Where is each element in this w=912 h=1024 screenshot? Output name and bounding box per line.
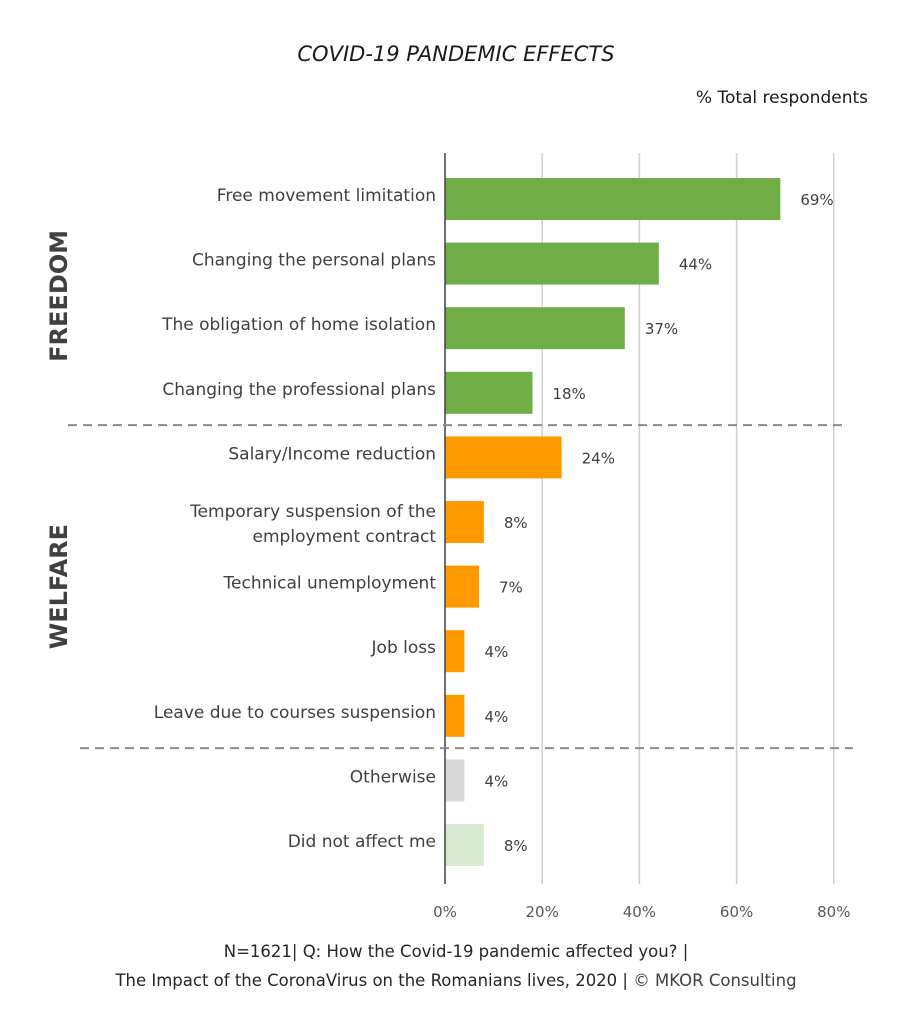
- category-label: Job loss: [371, 638, 437, 658]
- category-label: Changing the professional plans: [162, 380, 436, 400]
- data-label: 37%: [645, 320, 678, 338]
- data-label: 4%: [484, 708, 508, 726]
- footer-source: The Impact of the CoronaVirus on the Rom…: [0, 971, 912, 990]
- x-tick-label: 0%: [433, 903, 457, 921]
- bar: [445, 694, 465, 737]
- data-label: 69%: [800, 191, 833, 209]
- x-tick-label: 60%: [720, 903, 753, 921]
- category-label: Free movement limitation: [217, 186, 436, 206]
- data-label: 8%: [504, 514, 528, 532]
- bar: [445, 242, 659, 285]
- category-label: Did not affect me: [288, 832, 436, 852]
- footer-question: N=1621| Q: How the Covid-19 pandemic aff…: [223, 942, 689, 961]
- category-label: The obligation of home isolation: [161, 315, 436, 335]
- data-label: 8%: [504, 837, 528, 855]
- bar-chart: 0% 20% 40% 60% 80% Free movement limitation 69…: [45, 153, 853, 921]
- x-tick-label: 40%: [623, 903, 656, 921]
- bar: [445, 824, 484, 866]
- data-label: 4%: [484, 643, 508, 661]
- footer-copyright: © MKOR Consulting: [633, 971, 797, 990]
- category-label: Temporary suspension of the employment co…: [189, 502, 436, 547]
- unit-label: % Total respondents: [695, 88, 868, 108]
- data-label: 4%: [484, 772, 508, 790]
- bar: [445, 371, 533, 414]
- bar: [445, 436, 562, 479]
- category-label: Changing the personal plans: [192, 251, 436, 271]
- data-label: 18%: [552, 385, 585, 403]
- data-label: 7%: [499, 579, 523, 597]
- bar: [445, 307, 625, 350]
- bar: [445, 501, 484, 543]
- x-tick-label: 20%: [526, 903, 559, 921]
- chart-title: COVID-19 PANDEMIC EFFECTS: [297, 42, 615, 66]
- bar: [445, 178, 781, 220]
- bar: [445, 565, 480, 608]
- footer-source-text: The Impact of the CoronaVirus on the Rom…: [115, 971, 628, 990]
- group-label: FREEDOM: [45, 230, 73, 362]
- group-label: WELFARE: [45, 524, 73, 649]
- data-label: 44%: [679, 256, 712, 274]
- category-label: Otherwise: [350, 767, 436, 787]
- category-label: Leave due to courses suspension: [154, 703, 436, 723]
- category-label: Salary/Income reduction: [228, 444, 436, 464]
- bar: [445, 759, 465, 802]
- x-tick-label: 80%: [817, 903, 850, 921]
- category-label: Technical unemployment: [223, 574, 437, 594]
- bar: [445, 630, 465, 673]
- data-label: 24%: [582, 449, 615, 467]
